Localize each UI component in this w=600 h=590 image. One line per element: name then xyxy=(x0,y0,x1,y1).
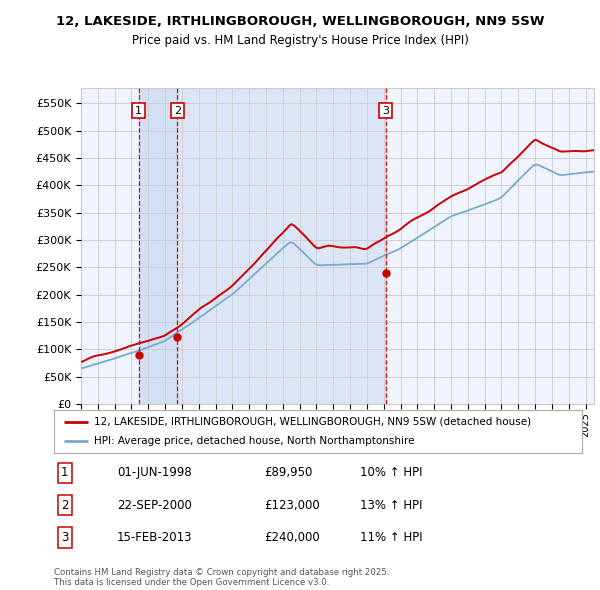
Text: Contains HM Land Registry data © Crown copyright and database right 2025.
This d: Contains HM Land Registry data © Crown c… xyxy=(54,568,389,587)
Text: 2: 2 xyxy=(61,499,68,512)
Text: 11% ↑ HPI: 11% ↑ HPI xyxy=(360,531,422,544)
Text: 15-FEB-2013: 15-FEB-2013 xyxy=(117,531,193,544)
Text: 1: 1 xyxy=(135,106,142,116)
Text: HPI: Average price, detached house, North Northamptonshire: HPI: Average price, detached house, Nort… xyxy=(94,436,414,446)
Text: 3: 3 xyxy=(61,531,68,544)
Text: 12, LAKESIDE, IRTHLINGBOROUGH, WELLINGBOROUGH, NN9 5SW (detached house): 12, LAKESIDE, IRTHLINGBOROUGH, WELLINGBO… xyxy=(94,417,531,427)
Text: 10% ↑ HPI: 10% ↑ HPI xyxy=(360,466,422,479)
Text: Price paid vs. HM Land Registry's House Price Index (HPI): Price paid vs. HM Land Registry's House … xyxy=(131,34,469,47)
Bar xyxy=(139,88,178,404)
Text: 01-JUN-1998: 01-JUN-1998 xyxy=(117,466,192,479)
Bar xyxy=(178,88,386,404)
Text: 2: 2 xyxy=(174,106,181,116)
Text: £123,000: £123,000 xyxy=(264,499,320,512)
Text: 13% ↑ HPI: 13% ↑ HPI xyxy=(360,499,422,512)
Text: 3: 3 xyxy=(382,106,389,116)
Text: 22-SEP-2000: 22-SEP-2000 xyxy=(117,499,192,512)
Text: 1: 1 xyxy=(61,466,68,479)
Text: £89,950: £89,950 xyxy=(264,466,313,479)
Text: £240,000: £240,000 xyxy=(264,531,320,544)
Text: 12, LAKESIDE, IRTHLINGBOROUGH, WELLINGBOROUGH, NN9 5SW: 12, LAKESIDE, IRTHLINGBOROUGH, WELLINGBO… xyxy=(56,15,544,28)
